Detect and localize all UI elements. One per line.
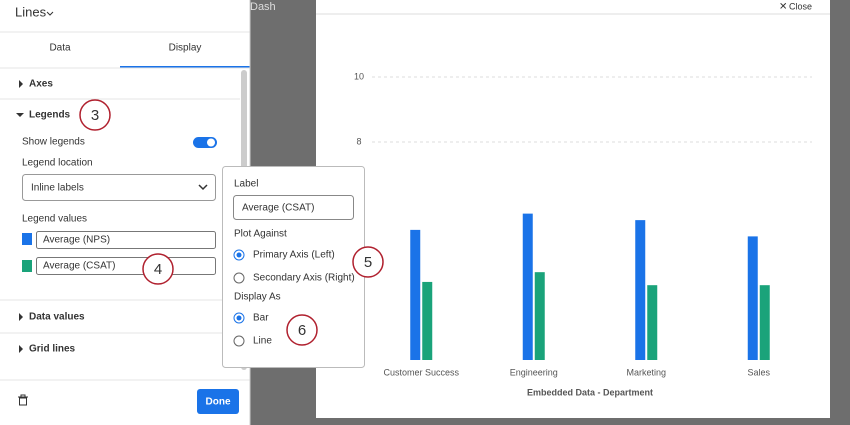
- chart-modal: [316, 0, 830, 418]
- x-tick-label: Sales: [747, 367, 770, 377]
- field-label: Show legends: [22, 137, 85, 148]
- legend-entry: Average (NPS): [43, 235, 110, 246]
- caret: [16, 113, 24, 117]
- caret: [19, 313, 23, 321]
- radio-label[interactable]: Secondary Axis (Right): [253, 273, 355, 284]
- section-header[interactable]: Axes: [29, 79, 53, 90]
- radio-label[interactable]: Bar: [253, 313, 269, 324]
- field-label: Plot Against: [234, 229, 287, 240]
- dashboard-label: Dash: [250, 1, 276, 13]
- y-tick-label: 8: [356, 136, 361, 146]
- bar: [422, 281, 433, 360]
- bar: [747, 236, 758, 360]
- toggle-knob: [207, 138, 215, 147]
- tab[interactable]: Data: [49, 43, 71, 54]
- callout-number: 4: [154, 261, 162, 278]
- legend-input[interactable]: [36, 231, 216, 249]
- field-label: Display As: [234, 292, 281, 303]
- caret: [19, 345, 23, 353]
- field-label: Legend location: [22, 158, 93, 169]
- delete-icon[interactable]: [18, 394, 28, 406]
- callout-number: 5: [364, 254, 372, 271]
- bar: [647, 285, 658, 360]
- done-button[interactable]: [197, 389, 239, 414]
- bar: [522, 213, 533, 360]
- legend-entry: Average (CSAT): [43, 261, 115, 272]
- x-tick-label: Customer Success: [383, 367, 459, 377]
- chart: 8 10 Embedded Data - Department Customer Su…: [354, 71, 812, 397]
- select-value: Inline labels: [31, 183, 84, 194]
- radio-label[interactable]: Line: [253, 336, 272, 347]
- label-input[interactable]: [233, 195, 354, 220]
- done-label: Done: [206, 397, 231, 408]
- legend-swatch[interactable]: [22, 260, 32, 272]
- section-header[interactable]: Data values: [29, 312, 85, 323]
- radio-label[interactable]: Primary Axis (Left): [253, 250, 335, 261]
- y-tick-label: 10: [354, 71, 364, 81]
- tab[interactable]: Display: [169, 43, 202, 54]
- field-label: Legend values: [22, 214, 87, 225]
- bar: [410, 229, 421, 360]
- section-header[interactable]: Grid lines: [29, 344, 76, 355]
- panel-title[interactable]: Lines: [15, 4, 47, 19]
- callout: [352, 246, 384, 278]
- close-icon[interactable]: ✕: [779, 2, 787, 13]
- bar: [534, 272, 545, 360]
- x-axis-title: Embedded Data - Department: [527, 387, 653, 397]
- section-header[interactable]: Legends: [29, 110, 71, 121]
- bar: [759, 285, 770, 360]
- callout: [142, 253, 174, 285]
- side-panel: [0, 0, 250, 425]
- chevron: [46, 11, 54, 16]
- chevron: [198, 184, 208, 191]
- radio-dot: [236, 315, 242, 321]
- legend-swatch[interactable]: [22, 233, 32, 245]
- caret: [19, 80, 23, 88]
- radio-dot: [236, 252, 242, 258]
- callout-number: 6: [298, 322, 306, 339]
- radio[interactable]: [233, 335, 245, 347]
- close-button[interactable]: Close: [789, 1, 812, 11]
- x-tick-label: Engineering: [510, 367, 558, 377]
- callout-number: 3: [91, 107, 99, 124]
- callout: [79, 99, 111, 131]
- select[interactable]: [22, 174, 216, 201]
- radio[interactable]: [233, 272, 245, 284]
- callout: [286, 314, 318, 346]
- field-label: Label: [234, 179, 258, 190]
- bar: [635, 220, 646, 360]
- label-value: Average (CSAT): [242, 203, 314, 214]
- x-tick-label: Marketing: [626, 367, 666, 377]
